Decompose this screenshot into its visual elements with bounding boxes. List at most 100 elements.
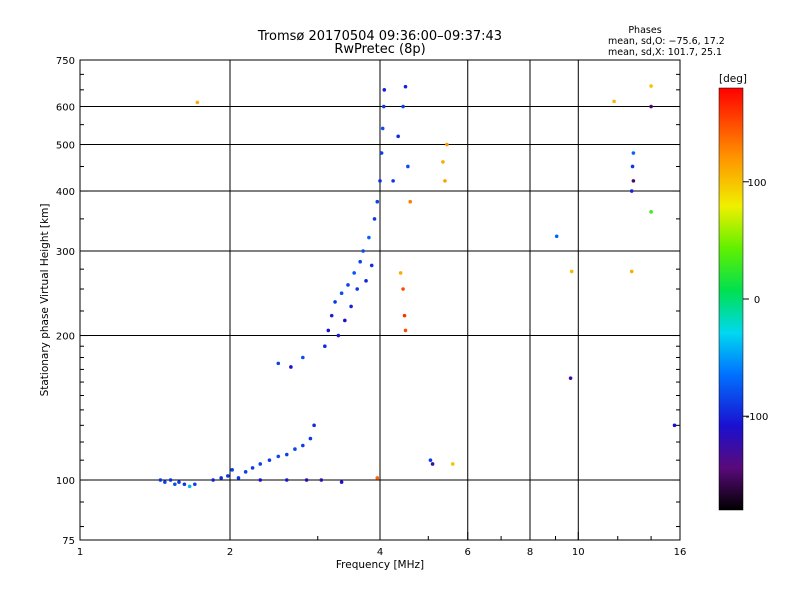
data-point — [445, 142, 449, 147]
data-point — [441, 160, 445, 164]
x-tick-label: 6 — [465, 547, 471, 558]
data-point — [380, 126, 385, 131]
data-point — [173, 482, 177, 487]
y-tick-label: 200 — [56, 332, 75, 343]
data-point — [369, 263, 374, 268]
colorbar-ticks: 100 0 -100 — [743, 178, 768, 423]
data-point — [629, 189, 634, 193]
data-point — [355, 287, 359, 291]
data-point — [372, 217, 377, 221]
data-point — [630, 164, 635, 169]
x-axis-label: Frequency [MHz] — [336, 559, 424, 571]
data-point — [629, 269, 634, 274]
data-point — [398, 271, 403, 275]
data-point — [329, 313, 334, 318]
y-tick-label: 300 — [56, 247, 75, 258]
data-point — [304, 478, 309, 482]
x-tick-label: 8 — [527, 547, 533, 558]
data-point — [284, 452, 289, 457]
data-point — [301, 355, 305, 360]
data-point — [308, 436, 313, 441]
data-point — [649, 210, 653, 214]
data-point — [226, 474, 230, 478]
colorbar-tick-label: -100 — [746, 412, 769, 423]
data-point — [301, 443, 305, 448]
x-tick-label: 16 — [674, 547, 687, 558]
phase-stats-x: mean, sd,X: 101.7, 25.1 — [608, 47, 722, 58]
y-tick-label: 500 — [56, 141, 75, 152]
data-point — [250, 466, 255, 470]
data-point — [187, 484, 192, 489]
data-point — [276, 361, 281, 366]
chart-title: Tromsø 20170504 09:36:00–09:37:43 — [257, 29, 502, 44]
data-point — [211, 478, 215, 482]
colorbar-label: [deg] — [719, 73, 747, 85]
data-point — [649, 84, 653, 88]
data-point — [430, 462, 435, 466]
data-point — [346, 283, 350, 287]
y-tick-label: 75 — [62, 536, 75, 547]
data-point — [569, 269, 574, 274]
data-point — [336, 333, 341, 338]
data-point — [367, 235, 371, 240]
chart-subtitle: RwPretec (8p) — [334, 42, 425, 57]
colorbar-tick-label: 100 — [747, 178, 766, 189]
x-tick-label: 1 — [77, 547, 83, 558]
data-point — [284, 478, 289, 482]
x-tick-label: 10 — [572, 547, 585, 558]
axis-ticks — [79, 59, 681, 541]
data-points — [158, 84, 677, 489]
data-point — [631, 151, 636, 155]
data-point — [358, 259, 362, 264]
data-point — [612, 99, 616, 104]
data-point — [375, 199, 380, 204]
data-point — [554, 234, 559, 239]
data-point — [158, 478, 163, 482]
data-point — [382, 88, 387, 92]
data-point — [568, 376, 573, 380]
data-point — [649, 104, 653, 109]
data-point — [352, 271, 356, 275]
data-point — [182, 482, 187, 487]
data-point — [403, 84, 408, 89]
y-axis-label: Stationary phase Virtual Height [km] — [39, 204, 51, 397]
data-point — [289, 365, 293, 369]
data-point — [267, 458, 272, 462]
data-point — [293, 447, 297, 451]
data-point — [177, 480, 181, 484]
data-point — [339, 291, 344, 296]
data-point — [276, 454, 281, 459]
data-point — [364, 279, 368, 283]
data-point — [230, 468, 234, 472]
data-point — [396, 134, 400, 139]
data-point — [403, 328, 408, 333]
data-point — [391, 179, 395, 183]
data-point — [672, 423, 677, 428]
data-point — [258, 462, 263, 466]
data-point — [326, 328, 331, 333]
data-point — [381, 104, 386, 109]
data-point — [323, 344, 327, 349]
data-point — [319, 478, 324, 482]
data-point — [243, 470, 248, 474]
data-point — [443, 179, 447, 183]
data-point — [378, 179, 382, 183]
axis-tick-labels: 1 2 4 6 8 10 16 75 100 200 300 400 500 600 750 — [56, 56, 686, 558]
data-point — [349, 304, 353, 309]
y-tick-label: 750 — [56, 56, 75, 67]
data-point — [163, 480, 167, 484]
data-point — [379, 151, 384, 155]
data-point — [219, 476, 223, 480]
data-point — [451, 462, 455, 466]
y-tick-label: 600 — [56, 103, 75, 114]
data-point — [195, 100, 200, 105]
data-point — [402, 313, 407, 318]
x-tick-label: 2 — [227, 547, 233, 558]
data-point — [361, 249, 365, 253]
data-point — [193, 482, 197, 487]
data-point — [333, 300, 337, 304]
y-tick-label: 100 — [56, 476, 75, 487]
data-point — [428, 458, 433, 462]
phase-stats-o: mean, sd,O: −75.6, 17.2 — [608, 36, 725, 47]
